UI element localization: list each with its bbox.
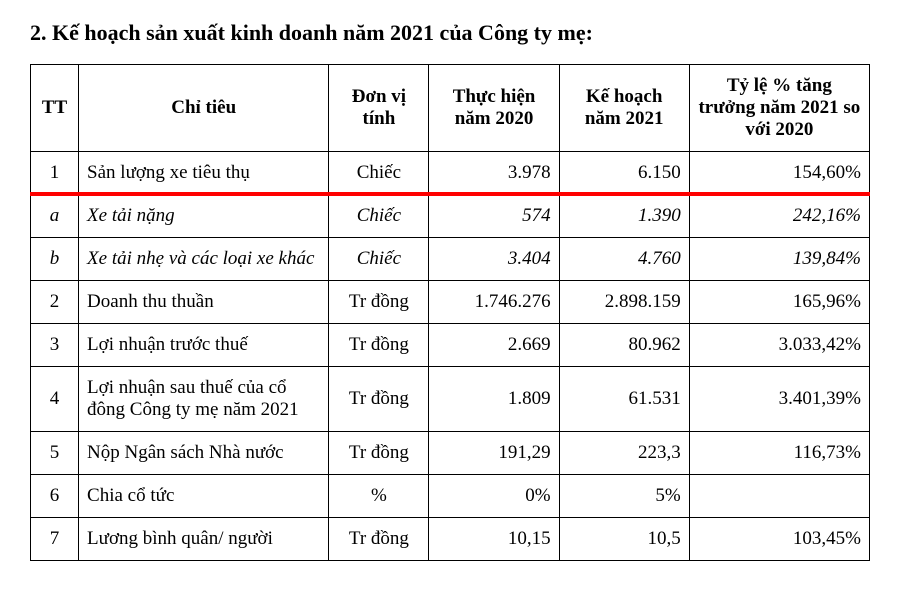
cell-tt: 4 xyxy=(31,367,79,432)
table-row: 4Lợi nhuận sau thuế của cổ đông Công ty … xyxy=(31,367,870,432)
cell-chi-tieu: Sản lượng xe tiêu thụ xyxy=(79,152,329,195)
cell-ke-hoach: 5% xyxy=(559,475,689,518)
table-row: 3Lợi nhuận trước thuếTr đồng2.66980.9623… xyxy=(31,324,870,367)
cell-ty-le: 242,16% xyxy=(689,195,869,238)
cell-tt: 2 xyxy=(31,281,79,324)
section-heading: 2. Kế hoạch sản xuất kinh doanh năm 2021… xyxy=(30,20,870,46)
table-row: 6Chia cổ tức%0%5% xyxy=(31,475,870,518)
table-row: 5Nộp Ngân sách Nhà nướcTr đồng191,29223,… xyxy=(31,432,870,475)
table-row: bXe tải nhẹ và các loại xe khácChiếc3.40… xyxy=(31,238,870,281)
plan-table: TT Chỉ tiêu Đơn vị tính Thực hiện năm 20… xyxy=(30,64,870,561)
cell-thuc-hien: 3.404 xyxy=(429,238,559,281)
cell-chi-tieu: Lương bình quân/ người xyxy=(79,518,329,561)
cell-thuc-hien: 10,15 xyxy=(429,518,559,561)
table-wrapper: TT Chỉ tiêu Đơn vị tính Thực hiện năm 20… xyxy=(30,64,870,561)
cell-thuc-hien: 0% xyxy=(429,475,559,518)
col-tt: TT xyxy=(31,65,79,152)
cell-tt: a xyxy=(31,195,79,238)
cell-don-vi: Tr đồng xyxy=(329,367,429,432)
col-ty-le: Tỷ lệ % tăng trưởng năm 2021 so với 2020 xyxy=(689,65,869,152)
cell-ke-hoach: 2.898.159 xyxy=(559,281,689,324)
cell-thuc-hien: 1.809 xyxy=(429,367,559,432)
table-row: 1Sản lượng xe tiêu thụChiếc3.9786.150154… xyxy=(31,152,870,195)
table-row: aXe tải nặngChiếc5741.390242,16% xyxy=(31,195,870,238)
cell-ty-le: 154,60% xyxy=(689,152,869,195)
table-row: 7Lương bình quân/ ngườiTr đồng10,1510,51… xyxy=(31,518,870,561)
cell-chi-tieu: Chia cổ tức xyxy=(79,475,329,518)
cell-ke-hoach: 223,3 xyxy=(559,432,689,475)
cell-tt: 5 xyxy=(31,432,79,475)
cell-thuc-hien: 1.746.276 xyxy=(429,281,559,324)
cell-ty-le: 3.033,42% xyxy=(689,324,869,367)
table-header-row: TT Chỉ tiêu Đơn vị tính Thực hiện năm 20… xyxy=(31,65,870,152)
cell-don-vi: Chiếc xyxy=(329,195,429,238)
cell-chi-tieu: Xe tải nặng xyxy=(79,195,329,238)
table-row: 2Doanh thu thuầnTr đồng1.746.2762.898.15… xyxy=(31,281,870,324)
cell-thuc-hien: 191,29 xyxy=(429,432,559,475)
cell-ty-le: 116,73% xyxy=(689,432,869,475)
col-ke-hoach: Kế hoạch năm 2021 xyxy=(559,65,689,152)
cell-don-vi: Tr đồng xyxy=(329,324,429,367)
cell-ty-le: 103,45% xyxy=(689,518,869,561)
col-thuc-hien: Thực hiện năm 2020 xyxy=(429,65,559,152)
cell-tt: b xyxy=(31,238,79,281)
cell-tt: 7 xyxy=(31,518,79,561)
cell-chi-tieu: Doanh thu thuần xyxy=(79,281,329,324)
cell-ty-le: 165,96% xyxy=(689,281,869,324)
cell-thuc-hien: 574 xyxy=(429,195,559,238)
cell-don-vi: Tr đồng xyxy=(329,518,429,561)
cell-ke-hoach: 80.962 xyxy=(559,324,689,367)
cell-tt: 6 xyxy=(31,475,79,518)
cell-ty-le xyxy=(689,475,869,518)
cell-chi-tieu: Xe tải nhẹ và các loại xe khác xyxy=(79,238,329,281)
cell-don-vi: Tr đồng xyxy=(329,432,429,475)
cell-ke-hoach: 10,5 xyxy=(559,518,689,561)
cell-chi-tieu: Lợi nhuận trước thuế xyxy=(79,324,329,367)
cell-ke-hoach: 6.150 xyxy=(559,152,689,195)
cell-don-vi: Chiếc xyxy=(329,152,429,195)
cell-ke-hoach: 1.390 xyxy=(559,195,689,238)
cell-don-vi: Tr đồng xyxy=(329,281,429,324)
col-chi-tieu: Chỉ tiêu xyxy=(79,65,329,152)
cell-chi-tieu: Lợi nhuận sau thuế của cổ đông Công ty m… xyxy=(79,367,329,432)
cell-tt: 3 xyxy=(31,324,79,367)
cell-don-vi: Chiếc xyxy=(329,238,429,281)
cell-ty-le: 139,84% xyxy=(689,238,869,281)
cell-don-vi: % xyxy=(329,475,429,518)
cell-ke-hoach: 61.531 xyxy=(559,367,689,432)
cell-ke-hoach: 4.760 xyxy=(559,238,689,281)
col-don-vi: Đơn vị tính xyxy=(329,65,429,152)
cell-thuc-hien: 3.978 xyxy=(429,152,559,195)
cell-tt: 1 xyxy=(31,152,79,195)
cell-ty-le: 3.401,39% xyxy=(689,367,869,432)
cell-chi-tieu: Nộp Ngân sách Nhà nước xyxy=(79,432,329,475)
cell-thuc-hien: 2.669 xyxy=(429,324,559,367)
